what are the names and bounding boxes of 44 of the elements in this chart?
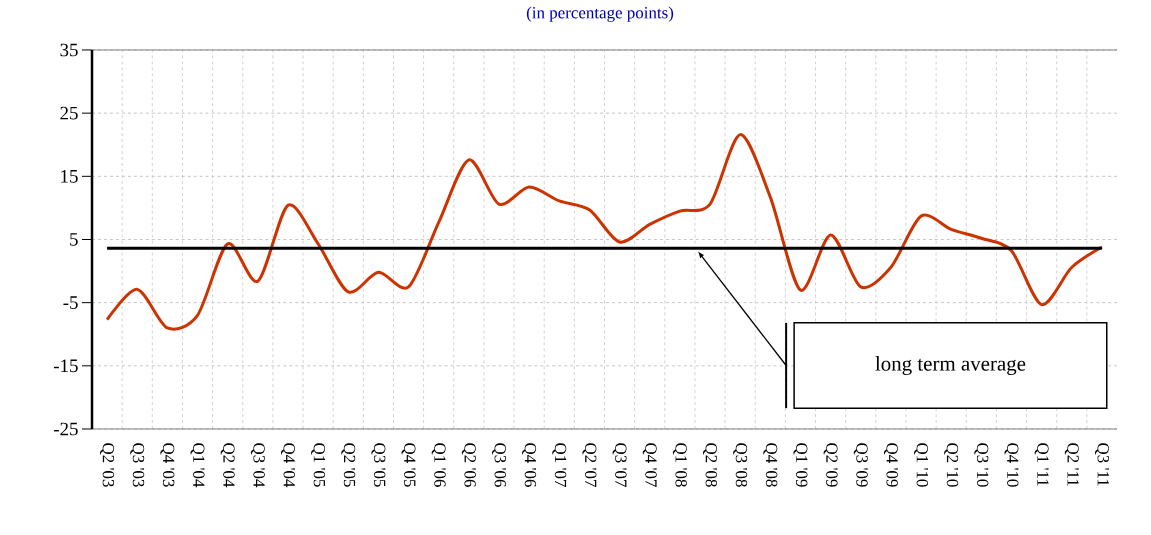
x-tick-label: Q2 '04 — [220, 443, 235, 488]
x-tick-label: Q1 '08 — [672, 443, 687, 487]
x-tick-label: Q3 '09 — [853, 443, 868, 487]
x-tick-label: Q3 '11 — [1094, 443, 1109, 486]
x-tick-label: Q3 '04 — [250, 443, 265, 488]
x-tick-label: Q1 '10 — [914, 443, 929, 487]
x-tick-label: Q1 '05 — [311, 443, 326, 487]
x-tick-label: Q4 '04 — [280, 443, 295, 488]
y-tick-label: 25 — [60, 106, 78, 120]
x-tick-label: Q3 '06 — [491, 443, 506, 487]
x-tick-label: Q4 '07 — [642, 443, 657, 487]
x-tick-label: Q1 '07 — [552, 443, 567, 487]
x-tick-label: Q2 '03 — [100, 443, 115, 487]
x-tick-label: Q1 '04 — [190, 443, 205, 488]
x-tick-label: Q4 '03 — [160, 443, 175, 487]
x-tick-label: Q3 '07 — [612, 443, 627, 487]
line-series — [105, 133, 1104, 330]
y-tick-label: 5 — [70, 233, 78, 246]
x-tick-label: Q3 '03 — [130, 443, 145, 487]
x-tick-label: Q1 '09 — [793, 443, 808, 487]
x-tick-label: Q2 '07 — [582, 443, 597, 487]
x-tick-label: Q4 '10 — [1004, 443, 1019, 487]
x-tick-label: Q2 '09 — [823, 443, 838, 487]
chart-title: (in percentage points) — [526, 6, 674, 22]
y-tick-label: 15 — [61, 169, 78, 183]
x-tick-label: Q4 '05 — [401, 443, 416, 487]
x-tick-label: Q2 '11 — [1064, 443, 1079, 486]
y-tick-label: -5 — [63, 296, 78, 309]
y-tick-label: -15 — [53, 359, 78, 373]
x-tick-label: Q2 '06 — [461, 443, 476, 487]
y-tick-label: 35 — [60, 43, 78, 57]
x-tick-label: Q3 '08 — [733, 443, 748, 487]
x-tick-label: Q2 '08 — [703, 443, 718, 487]
x-tick-label: Q1 '06 — [431, 443, 446, 487]
x-tick-label: Q1 '11 — [1034, 443, 1049, 486]
x-tick-label: Q4 '09 — [883, 443, 898, 487]
x-tick-label: Q4 '06 — [522, 443, 537, 487]
y-tick-label: -25 — [53, 422, 78, 436]
x-tick-label: Q2 '10 — [944, 443, 959, 487]
x-tick-label: Q3 '10 — [974, 443, 989, 487]
x-tick-label: Q2 '05 — [341, 443, 356, 487]
x-tick-label: Q3 '05 — [371, 443, 386, 487]
x-tick-label: Q4 '08 — [763, 443, 778, 487]
ref-line-label: long term average — [875, 355, 1026, 376]
